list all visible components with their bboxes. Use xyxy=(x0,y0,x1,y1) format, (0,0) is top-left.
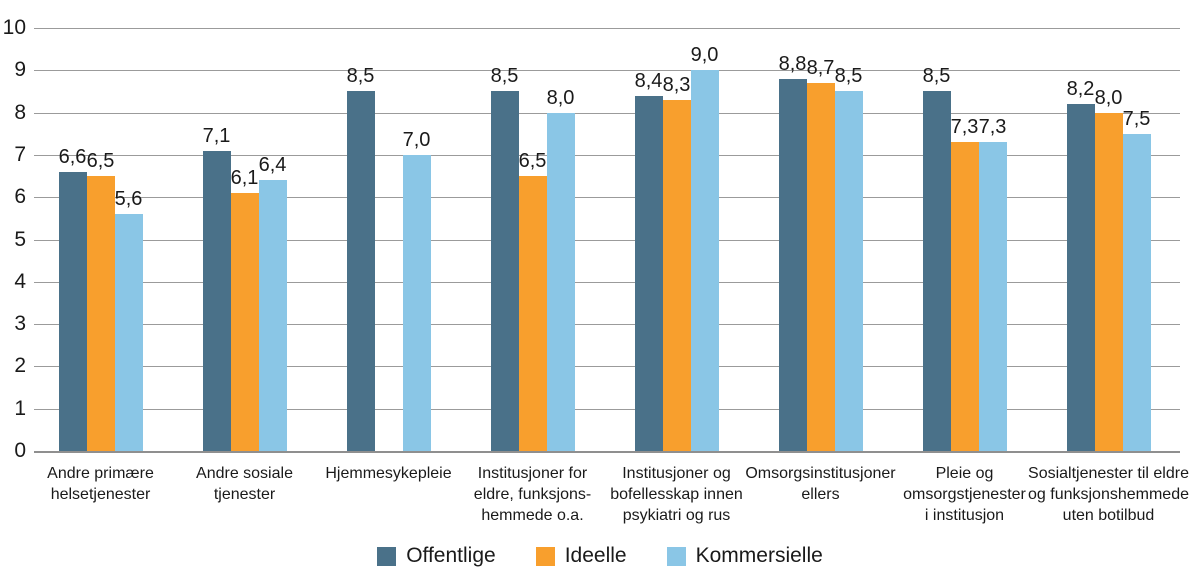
y-tick-label: 7 xyxy=(14,142,26,166)
bar-offentlige-5 xyxy=(778,78,807,451)
gridline xyxy=(34,28,1180,29)
bar-kommersielle-6 xyxy=(978,142,1007,451)
bar-ideelle-3 xyxy=(518,176,547,451)
category-label: Hjemmesykepleie xyxy=(325,465,452,482)
y-tick-label: 5 xyxy=(14,227,26,251)
bar-ideelle-1 xyxy=(230,192,259,451)
y-tick-label: 0 xyxy=(14,439,26,462)
chart-legend: Offentlige Ideelle Kommersielle xyxy=(0,544,1200,568)
bar-ideelle-6 xyxy=(950,142,979,451)
value-label: 8,7 xyxy=(806,57,835,79)
bar-kommersielle-3 xyxy=(546,112,575,451)
value-label: 6,5 xyxy=(518,150,547,173)
legend-label: Ideelle xyxy=(564,544,627,567)
bar-ideelle-0 xyxy=(86,176,115,451)
value-label: 7,3 xyxy=(978,116,1007,139)
legend-item-kommersielle: Kommersielle xyxy=(666,544,823,568)
value-label: 5,6 xyxy=(114,188,143,211)
gridline xyxy=(34,366,1180,368)
gridline xyxy=(34,197,1180,199)
bar-kommersielle-5 xyxy=(834,91,863,451)
bar-offentlige-0 xyxy=(58,171,87,451)
value-label: 8,5 xyxy=(490,65,519,88)
category-label: Institusjoner for eldre, funksjons-hemmed… xyxy=(473,465,592,524)
gridline xyxy=(34,239,1180,241)
bar-kommersielle-4 xyxy=(690,70,719,451)
legend-swatch-icon xyxy=(535,546,555,566)
y-tick-label: 6 xyxy=(14,185,26,209)
value-label: 9,0 xyxy=(690,44,719,67)
gridline xyxy=(34,112,1180,114)
gridline xyxy=(34,324,1180,326)
value-label: 8,3 xyxy=(662,73,691,96)
y-tick-label: 10 xyxy=(2,16,26,39)
value-label: 8,0 xyxy=(546,86,575,109)
value-label: 7,1 xyxy=(202,124,231,147)
value-label: 6,1 xyxy=(230,166,259,189)
y-tick-label: 3 xyxy=(14,312,26,336)
y-tick-label: 9 xyxy=(14,58,26,82)
category-label: Institusjoner og bofellesskap innen psykia… xyxy=(610,465,743,524)
legend-item-ideelle: Ideelle xyxy=(535,544,627,568)
y-tick-label: 8 xyxy=(14,100,26,124)
category-label: Sosialtjenester til eldre og funksjonshem… xyxy=(1028,465,1189,524)
bar-offentlige-2 xyxy=(346,91,375,451)
value-label: 6,5 xyxy=(86,150,115,173)
value-label: 7,0 xyxy=(402,128,431,151)
y-tick-label: 4 xyxy=(14,269,26,293)
bar-offentlige-1 xyxy=(202,150,231,451)
bar-ideelle-7 xyxy=(1094,112,1123,451)
legend-swatch-icon xyxy=(666,546,686,566)
gridline xyxy=(34,70,1180,72)
bar-offentlige-7 xyxy=(1066,104,1095,451)
gridline xyxy=(34,281,1180,283)
bar-ideelle-5 xyxy=(806,83,835,451)
plot-area: 6,6 6,5 5,6 7,1 6,1 6,4 8,5 7,0 8,5 6,5 8,0 8,4 8,3 9… xyxy=(34,28,1180,453)
value-label: 8,4 xyxy=(634,69,663,92)
value-label: 8,0 xyxy=(1094,86,1123,109)
bar-offentlige-4 xyxy=(634,95,663,451)
value-label: 8,5 xyxy=(346,65,375,88)
gridline xyxy=(34,408,1180,410)
y-tick-label: 2 xyxy=(14,354,26,378)
bar-offentlige-3 xyxy=(490,91,519,451)
category-label: Omsorgsinstitusjoner ellers xyxy=(745,465,896,503)
legend-label: Kommersielle xyxy=(695,544,823,567)
category-label: Andre sosiale tjenester xyxy=(196,465,293,503)
bar-kommersielle-2 xyxy=(402,154,431,451)
x-axis-line xyxy=(34,451,1180,453)
category-label: Pleie og omsorgstjenester i institusjon xyxy=(903,465,1026,524)
gridline xyxy=(34,154,1180,156)
value-label: 8,5 xyxy=(922,65,951,88)
bar-kommersielle-7 xyxy=(1122,133,1151,451)
value-label: 8,2 xyxy=(1066,78,1095,101)
bar-kommersielle-0 xyxy=(114,214,143,451)
value-label: 8,5 xyxy=(834,65,863,88)
value-label: 8,8 xyxy=(778,52,807,75)
legend-label: Offentlige xyxy=(406,544,496,567)
bar-offentlige-6 xyxy=(922,91,951,451)
legend-item-offentlige: Offentlige xyxy=(377,544,496,568)
bar-kommersielle-1 xyxy=(258,180,287,451)
value-label: 7,3 xyxy=(950,116,979,139)
bar-ideelle-4 xyxy=(662,99,691,451)
value-label: 6,4 xyxy=(258,154,287,177)
category-label: Andre primære helsetjenester xyxy=(47,465,154,503)
value-label: 6,6 xyxy=(58,145,87,168)
legend-swatch-icon xyxy=(377,546,397,566)
y-tick-label: 1 xyxy=(14,396,26,420)
value-label: 7,5 xyxy=(1122,107,1151,130)
